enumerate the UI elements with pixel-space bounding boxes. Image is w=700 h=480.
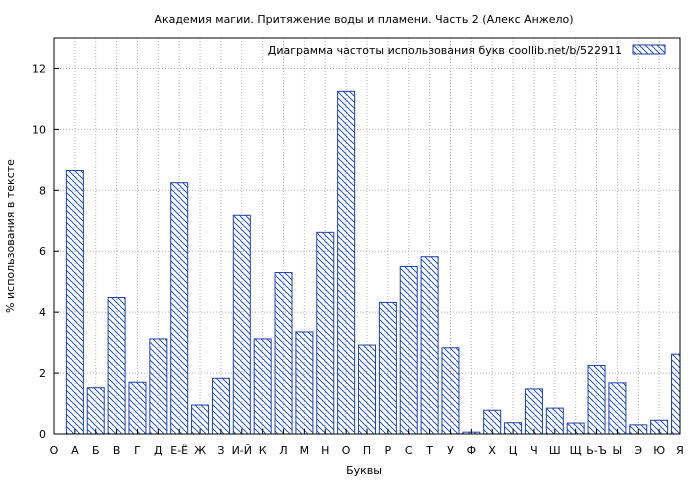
bar: [128, 381, 147, 435]
x-tick-label: П: [363, 444, 371, 457]
legend-label: Диаграмма частоты использования букв coo…: [268, 44, 622, 57]
y-tick-label: 10: [32, 123, 46, 136]
bar: [378, 301, 397, 435]
x-tick-label: Ь-Ъ: [586, 444, 607, 457]
x-tick-label: Э: [634, 444, 642, 457]
y-tick-label: 6: [39, 245, 46, 258]
bar: [399, 265, 418, 435]
x-tick-label: С: [405, 444, 413, 457]
x-tick-label: М: [300, 444, 310, 457]
bar: [316, 231, 335, 435]
bar: [232, 214, 251, 435]
x-tick-label: Ы: [613, 444, 623, 457]
bar: [295, 331, 314, 435]
x-tick-label: Г: [134, 444, 141, 457]
x-tick-label: Ц: [509, 444, 518, 457]
bar: [441, 347, 460, 435]
y-ticks: 0 2 4 6 8 10 12: [32, 62, 59, 441]
y-tick-label: 2: [39, 367, 46, 380]
bar: [420, 256, 439, 435]
x-tick-label: К: [259, 444, 267, 457]
y-tick-label: 8: [39, 184, 46, 197]
x-tick-label: Л: [279, 444, 287, 457]
x-tick-label: Б: [92, 444, 100, 457]
x-axis-label: Буквы: [346, 464, 382, 477]
bar: [274, 272, 293, 435]
x-ticks: О А Б В Г Д Е-Ё Ж З И-Й К Л М Н О П Р С Т У Ф Х Ц Ч Ш Щ Ь-Ъ Ы Э Ю Я: [50, 429, 684, 457]
y-tick-label: 12: [32, 62, 46, 75]
bars: [65, 90, 681, 435]
x-tick-label: Ж: [194, 444, 206, 457]
y-tick-label: 0: [39, 428, 46, 441]
x-tick-label: З: [217, 444, 224, 457]
bar: [337, 90, 356, 435]
x-tick-label: И-Й: [232, 444, 252, 457]
x-tick-label: Щ: [570, 444, 582, 457]
x-tick-label: Е-Ё: [170, 444, 188, 457]
x-tick-label: Р: [385, 444, 392, 457]
y-axis-label: % использования в тексте: [4, 159, 17, 313]
bar: [65, 170, 84, 435]
legend: Диаграмма частоты использования букв coo…: [268, 44, 666, 57]
bar: [358, 344, 376, 435]
x-tick-label: Ф: [467, 444, 476, 457]
bar: [587, 364, 606, 435]
x-tick-label: Х: [488, 444, 496, 457]
bar: [211, 377, 230, 435]
x-tick-label: О: [342, 444, 351, 457]
x-tick-label: Т: [425, 444, 433, 457]
chart-title: Академия магии. Притяжение воды и пламен…: [154, 13, 573, 26]
x-tick-label: Я: [676, 444, 684, 457]
bar: [86, 387, 105, 435]
bar: [671, 353, 681, 435]
bar: [107, 297, 126, 435]
x-tick-label: Ш: [549, 444, 561, 457]
bar: [253, 338, 272, 435]
bar: [524, 388, 543, 435]
x-tick-label: Ю: [653, 444, 665, 457]
y-tick-label: 4: [39, 306, 46, 319]
x-tick-label: А: [71, 444, 79, 457]
x-tick-label: О: [50, 444, 59, 457]
bar: [149, 338, 168, 435]
x-tick-label: Н: [321, 444, 329, 457]
bar: [608, 382, 627, 435]
legend-swatch: [632, 44, 666, 55]
bar: [170, 182, 189, 435]
x-tick-label: Ч: [530, 444, 538, 457]
x-tick-label: У: [447, 444, 454, 457]
x-tick-label: Д: [154, 444, 163, 457]
x-tick-label: В: [113, 444, 121, 457]
